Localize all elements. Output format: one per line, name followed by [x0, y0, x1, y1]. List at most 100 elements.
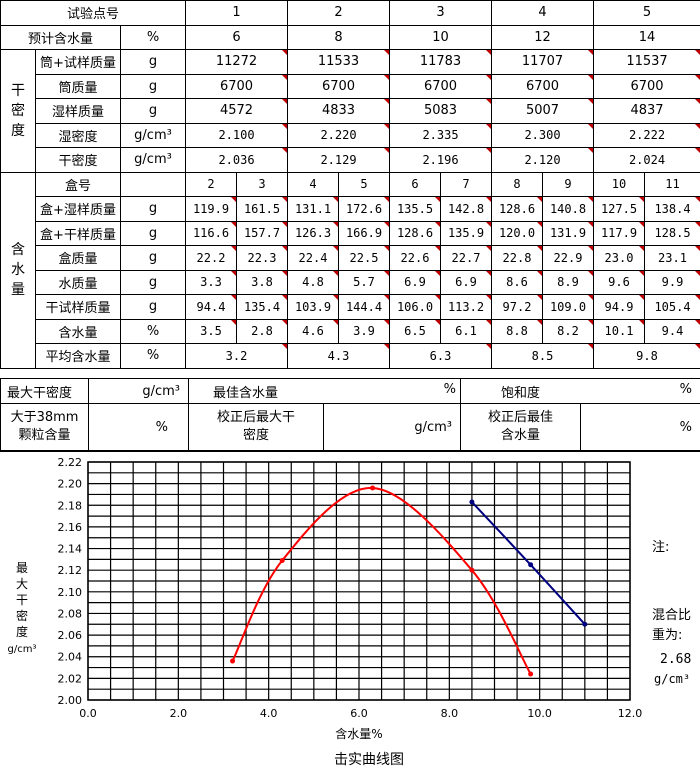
data-point	[469, 568, 474, 573]
water-row-label: 盒质量	[36, 246, 121, 271]
x-tick-label: 12.0	[618, 707, 643, 720]
test-table: 试验点号 1 2 3 4 5 预计含水量 % 6 8 10 12 14 干密度筒…	[0, 0, 700, 369]
water-value: 135.4	[237, 295, 288, 320]
water-value: 9.4	[645, 319, 700, 344]
row-est-water: 预计含水量 % 6 8 10 12 14	[1, 25, 700, 50]
water-section-label: 含水量	[1, 172, 36, 368]
water-value: 8.9	[543, 270, 594, 295]
optimum-water-unit: %	[444, 382, 456, 397]
optimum-water-cell: 最佳含水量 %	[189, 379, 461, 404]
saturation-label: 饱和度	[501, 386, 540, 401]
water-value: 172.6	[339, 197, 390, 222]
dry-density-section-label: 干密度	[1, 50, 36, 173]
gt38-label-line1: 大于38mm	[1, 409, 88, 427]
dd-row-unit: g	[121, 74, 186, 99]
avg-value: 6.3	[390, 344, 492, 369]
water-value: 103.9	[288, 295, 339, 320]
dd-value: 2.220	[288, 123, 390, 148]
dd-value: 5007	[492, 99, 594, 124]
water-row-unit: %	[121, 319, 186, 344]
dd-value: 6700	[186, 74, 288, 99]
dd-value: 6700	[390, 74, 492, 99]
dd-row-unit: g	[121, 50, 186, 75]
y-tick-label: 2.10	[58, 586, 83, 599]
x-tick-label: 2.0	[170, 707, 188, 720]
water-value: 9.9	[645, 270, 700, 295]
dd-value: 6700	[288, 74, 390, 99]
y-axis-label-char: 度	[16, 624, 28, 639]
mix-unit: g/cm³	[654, 672, 690, 686]
est-water-unit: %	[121, 25, 186, 50]
data-point	[528, 672, 533, 677]
box-number: 2	[186, 172, 237, 197]
dd-value: 2.100	[186, 123, 288, 148]
water-value: 138.4	[645, 197, 700, 222]
data-point	[582, 622, 587, 627]
dd-value: 5083	[390, 99, 492, 124]
x-tick-label: 4.0	[260, 707, 278, 720]
y-axis-unit: g/cm³	[8, 644, 37, 655]
dd-row-label: 湿样质量	[36, 99, 121, 124]
dd-value: 11783	[390, 50, 492, 75]
water-value: 128.6	[390, 221, 441, 246]
water-value: 140.8	[543, 197, 594, 222]
water-value: 128.6	[492, 197, 543, 222]
est-water-2: 8	[288, 25, 390, 50]
water-row-unit: g	[121, 197, 186, 222]
section-char: 量	[1, 280, 35, 300]
est-water-3: 10	[390, 25, 492, 50]
note-label: 注:	[652, 536, 669, 555]
dd-value: 2.335	[390, 123, 492, 148]
est-water-1: 6	[186, 25, 288, 50]
row-summary-1: 最大干密度 g/cm³ 最佳含水量 % 饱和度 %	[1, 379, 700, 404]
dd-row-unit: g/cm³	[121, 123, 186, 148]
section-char: 密	[1, 101, 35, 121]
corr-w-unit: %	[581, 404, 700, 451]
water-value: 166.9	[339, 221, 390, 246]
box-number: 8	[492, 172, 543, 197]
water-value: 142.8	[441, 197, 492, 222]
water-value: 3.5	[186, 319, 237, 344]
avg-unit: %	[121, 344, 186, 369]
dd-row-label: 筒+试样质量	[36, 50, 121, 75]
water-row-label: 干试样质量	[36, 295, 121, 320]
water-value: 157.7	[237, 221, 288, 246]
y-axis-label-char: 大	[16, 577, 28, 591]
water-value: 23.1	[645, 246, 700, 271]
y-tick-label: 2.04	[58, 651, 83, 664]
water-value: 131.1	[288, 197, 339, 222]
dd-value: 6700	[594, 74, 700, 99]
water-value: 6.9	[441, 270, 492, 295]
y-tick-label: 2.14	[58, 543, 83, 556]
dd-row-label: 湿密度	[36, 123, 121, 148]
y-tick-label: 2.18	[58, 499, 83, 512]
corr-dd-label-line2: 密度	[189, 427, 323, 445]
water-value: 22.3	[237, 246, 288, 271]
corr-w-label-cell: 校正后最佳 含水量	[461, 404, 581, 451]
corr-dd-label-cell: 校正后最大干 密度	[189, 404, 324, 451]
y-tick-label: 2.12	[58, 564, 83, 577]
y-tick-label: 2.08	[58, 607, 83, 620]
water-row-label: 水质量	[36, 270, 121, 295]
mix-label-line2: 重为:	[652, 624, 682, 643]
water-value: 4.6	[288, 319, 339, 344]
x-tick-label: 0.0	[79, 707, 97, 720]
water-value: 22.7	[441, 246, 492, 271]
water-value: 94.4	[186, 295, 237, 320]
max-dry-density-label: 最大干密度	[1, 379, 89, 404]
corr-dd-label-line1: 校正后最大干	[189, 409, 323, 427]
water-value: 161.5	[237, 197, 288, 222]
dd-row-label: 干密度	[36, 148, 121, 173]
water-value: 8.2	[543, 319, 594, 344]
corr-w-label-line2: 含水量	[461, 427, 580, 445]
water-value: 119.9	[186, 197, 237, 222]
water-value: 126.3	[288, 221, 339, 246]
water-row-unit: g	[121, 246, 186, 271]
data-point	[230, 659, 235, 664]
y-tick-label: 2.00	[58, 694, 83, 707]
